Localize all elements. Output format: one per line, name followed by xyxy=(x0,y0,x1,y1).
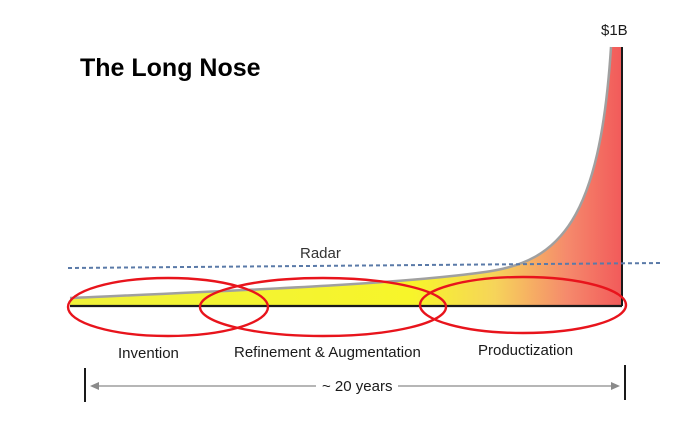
refinement-phase-ellipse xyxy=(198,276,448,338)
invention-phase-ellipse xyxy=(66,276,270,338)
duration-label: ~ 20 years xyxy=(316,378,399,395)
slide-title: The Long Nose xyxy=(80,54,261,82)
radar-line xyxy=(67,262,663,269)
duration-arrow-left-head xyxy=(90,382,99,390)
duration-arrow-right-head xyxy=(611,382,620,390)
radar-label: Radar xyxy=(300,245,341,262)
peak-value-label: $1B xyxy=(601,22,628,39)
phase-label-productization: Productization xyxy=(478,342,574,359)
phase-label-refinement: Refinement & Augmentation xyxy=(234,344,421,361)
productization-phase-ellipse xyxy=(418,275,628,335)
phase-label-invention: Invention xyxy=(118,345,179,362)
